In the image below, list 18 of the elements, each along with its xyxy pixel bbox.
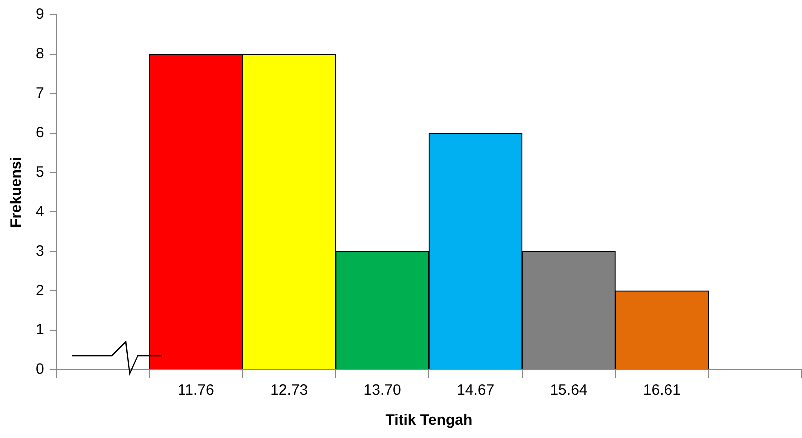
y-tick-label: 1: [36, 322, 44, 339]
y-tick-label: 2: [36, 282, 44, 300]
x-tick-label: 11.76: [178, 382, 214, 400]
x-tick-label: 16.61: [643, 382, 681, 400]
x-axis-title: Titik Tengah: [386, 412, 473, 430]
y-tick-label: 9: [36, 6, 44, 24]
x-tick-label: 13.70: [364, 382, 402, 400]
y-tick-label: 4: [36, 203, 44, 220]
y-axis-title: Frekuensi: [8, 157, 26, 228]
y-tick-label: 8: [36, 46, 44, 63]
y-tick-label: 5: [36, 164, 44, 181]
y-tick-label: 3: [36, 242, 44, 260]
x-tick-label: 15.64: [550, 382, 588, 400]
y-tick-label: 6: [36, 124, 44, 142]
x-tick-label: 14.67: [457, 382, 495, 400]
y-tick-label: 7: [36, 85, 44, 102]
x-tick-label: 12.73: [270, 382, 308, 400]
y-tick-label: 0: [36, 361, 44, 378]
